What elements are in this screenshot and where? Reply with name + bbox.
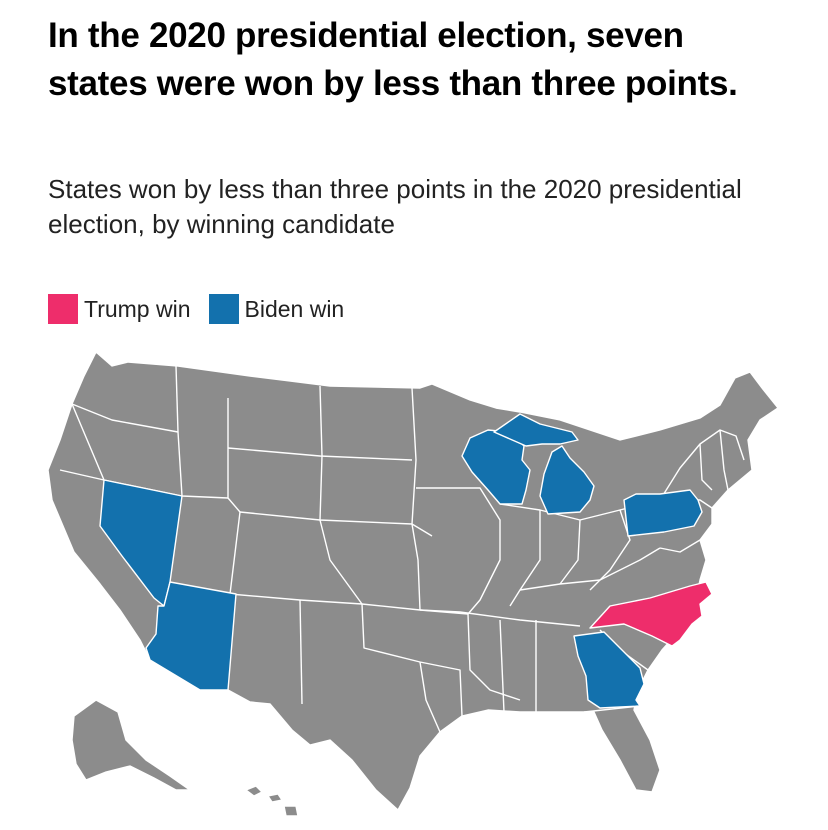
legend: Trump win Biden win: [48, 294, 362, 324]
legend-swatch-biden: [208, 294, 239, 324]
state-michigan-lower: [539, 445, 595, 515]
legend-swatch-trump: [48, 294, 78, 324]
state-nevada: [99, 479, 183, 607]
state-north-carolina: [589, 581, 713, 647]
state-georgia: [573, 631, 645, 709]
page-title: In the 2020 presidential election, seven…: [48, 16, 738, 103]
page-subtitle: States won by less than three points in …: [48, 174, 742, 239]
legend-label-trump: Trump win: [84, 295, 191, 322]
us-map: [47, 351, 779, 817]
hawaii: [245, 785, 299, 817]
state-pennsylvania: [623, 489, 703, 537]
legend-item-biden: Biden win: [208, 294, 345, 324]
state-arizona: [145, 581, 237, 691]
alaska: [71, 699, 191, 791]
legend-item-trump: Trump win: [48, 294, 191, 324]
legend-label-biden: Biden win: [244, 295, 345, 322]
state-michigan-upper: [493, 413, 579, 447]
